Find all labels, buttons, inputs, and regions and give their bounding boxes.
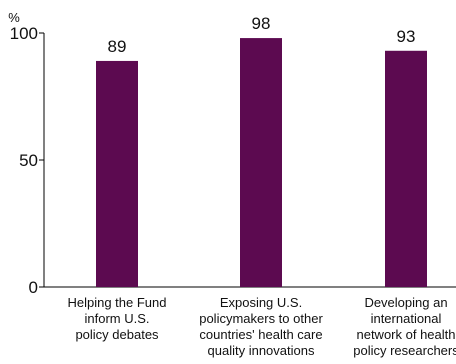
bar [96,60,138,287]
bars [96,38,427,287]
category-label-line: policy debates [75,327,159,342]
category-label-line: inform U.S. [84,311,149,326]
y-tick-label: 50 [19,151,38,170]
data-labels: 89 98 93 [108,14,416,56]
category-label-line: international [371,311,442,326]
y-axis-unit-label: % [8,10,20,25]
category-label-line: policymakers to other [199,311,323,326]
category-label-line: policy researchers [353,343,456,358]
bar [385,50,427,287]
y-axis-ticks: 0 50 100 [10,24,44,297]
category-label-line: Developing an [364,295,447,310]
bar [240,38,282,287]
data-label: 98 [252,14,271,33]
data-label: 93 [397,27,416,46]
category-label-line: Helping the Fund [67,295,166,310]
y-tick-label: 0 [29,278,38,297]
category-label: Developing an international network of hea… [353,295,456,358]
category-label-line: quality innovations [208,343,315,358]
data-label: 89 [108,37,127,56]
category-label: Exposing U.S. policymakers to other countr… [199,295,323,358]
y-tick-label: 100 [10,24,38,43]
category-label-line: Exposing U.S. [220,295,302,310]
category-label-line: countries' health care [199,327,322,342]
category-label: Helping the Fund inform U.S. policy debate… [67,295,166,342]
category-label-line: network of health [356,327,455,342]
category-labels: Helping the Fund inform U.S. policy debate… [67,295,456,358]
